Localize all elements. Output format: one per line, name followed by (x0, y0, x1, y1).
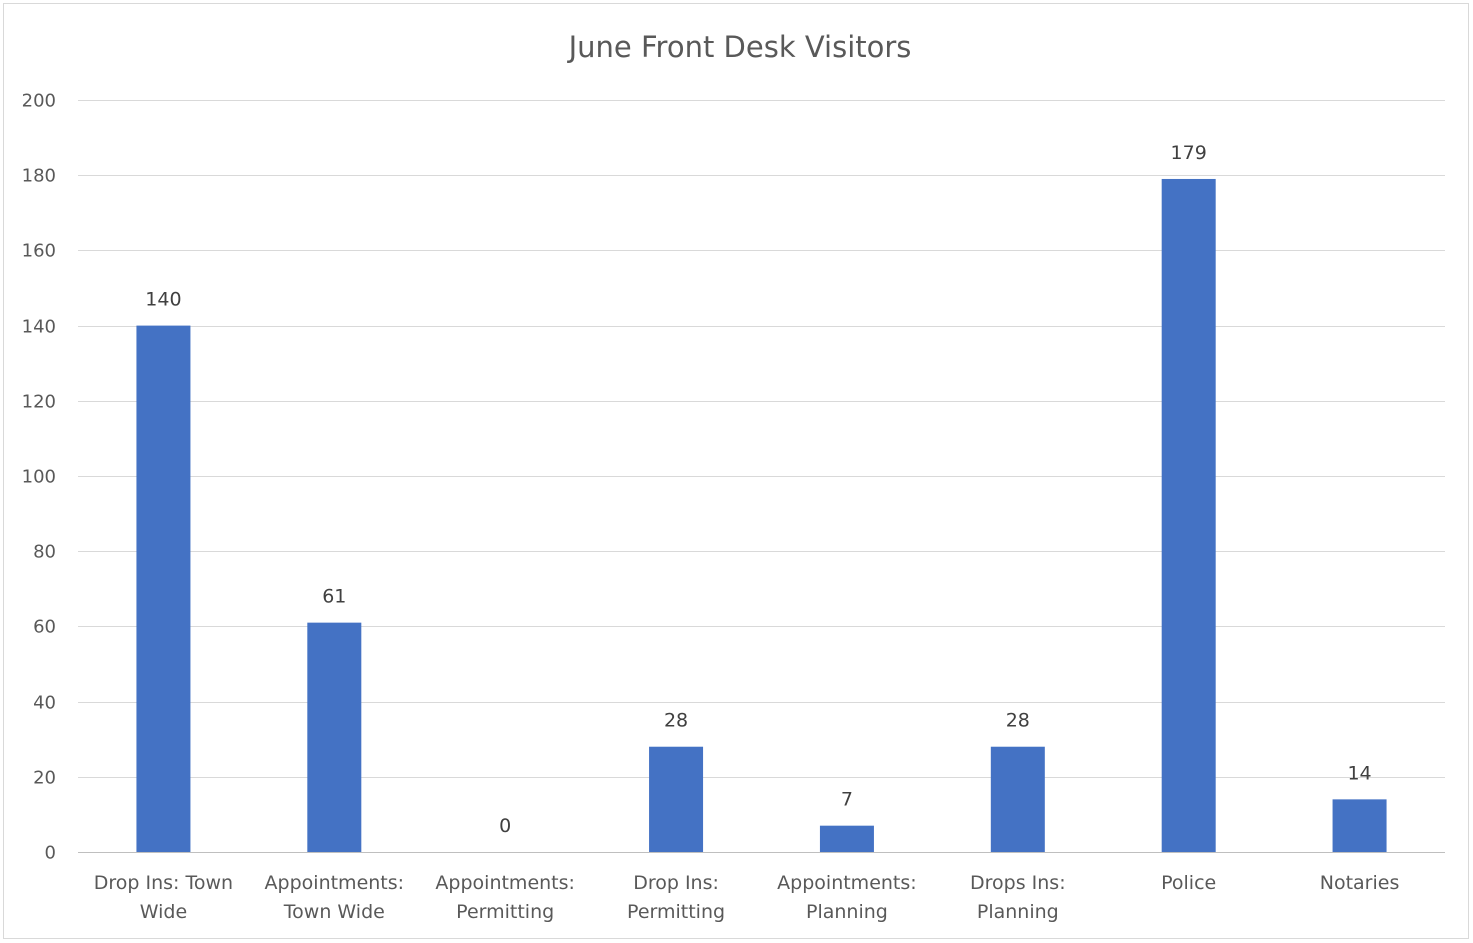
gridlines (78, 100, 1445, 853)
bar (136, 325, 191, 853)
chart-title: June Front Desk Visitors (567, 30, 912, 64)
y-tick-label: 120 (22, 392, 56, 413)
y-tick-label: 160 (22, 241, 56, 262)
category-label: Appointments: (777, 872, 917, 894)
category-label: Police (1161, 872, 1216, 894)
category-label: Planning (977, 901, 1059, 923)
y-tick-label: 100 (22, 467, 56, 488)
bar (1161, 178, 1216, 852)
bars (136, 178, 1387, 853)
x-axis-category-labels: Drop Ins: Town Wide Appointments: Town Wide… (94, 872, 1400, 923)
chart-frame (3, 3, 1469, 939)
data-labels: 140 61 0 28 7 28 179 14 (145, 142, 1371, 837)
category-label: Drop Ins: (633, 872, 719, 894)
category-label: Town Wide (283, 901, 385, 923)
y-tick-label: 80 (33, 542, 56, 563)
category-label: Planning (806, 901, 888, 923)
category-label: Drops Ins: (970, 872, 1066, 894)
data-label: 28 (1006, 710, 1030, 732)
data-label: 7 (841, 789, 853, 811)
data-label: 0 (499, 815, 511, 837)
category-label: Drop Ins: Town (94, 872, 233, 894)
data-label: 61 (322, 586, 346, 608)
category-label: Appointments: (265, 872, 405, 894)
bar (1332, 799, 1387, 852)
bar (819, 825, 874, 852)
data-label: 28 (664, 710, 688, 732)
y-tick-label: 0 (45, 843, 56, 864)
y-tick-label: 40 (33, 693, 56, 714)
category-label: Wide (140, 901, 187, 923)
data-label: 14 (1347, 762, 1371, 784)
category-label: Permitting (456, 901, 554, 923)
category-label: Appointments: (435, 872, 575, 894)
bar (307, 622, 362, 852)
y-tick-label: 200 (22, 91, 56, 112)
y-tick-label: 180 (22, 166, 56, 187)
y-axis-tick-labels: 0 20 40 60 80 100 120 140 160 180 200 (22, 91, 56, 864)
category-label: Notaries (1320, 872, 1400, 894)
y-tick-label: 20 (33, 768, 56, 789)
y-tick-label: 140 (22, 317, 56, 338)
data-label: 179 (1171, 142, 1207, 164)
category-label: Permitting (627, 901, 725, 923)
data-label: 140 (145, 289, 181, 311)
y-tick-label: 60 (33, 617, 56, 638)
bar (649, 746, 704, 852)
bar (990, 746, 1045, 852)
